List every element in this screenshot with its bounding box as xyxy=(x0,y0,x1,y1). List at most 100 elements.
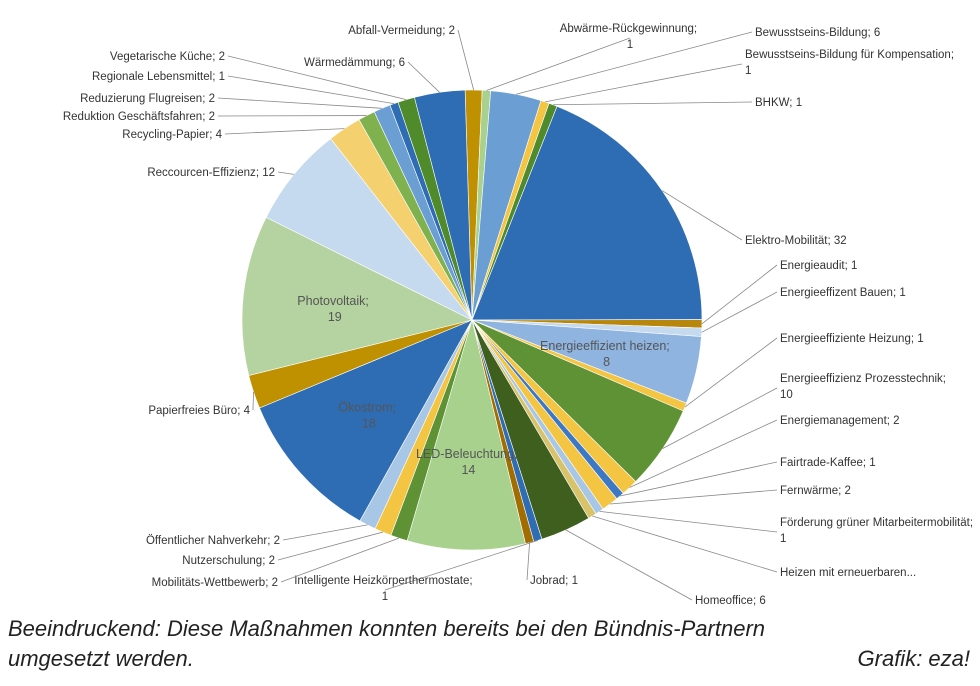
slice-label: Reduzierung Flugreisen; 2 xyxy=(80,93,215,105)
slice-label: Intelligente Heizkörperthermostate; 1 xyxy=(294,575,476,603)
slice-label: Jobrad; 1 xyxy=(530,575,578,587)
slice-label: Förderung grüner Mitarbeitermobilität; 1 xyxy=(780,517,976,545)
slice-name: Wärmedämmung xyxy=(304,57,392,69)
slice-label: Öffentlicher Nahverkehr; 2 xyxy=(146,535,280,547)
leader-line xyxy=(278,532,383,560)
slice-name: Fernwärme xyxy=(780,485,838,497)
caption-line: Beeindruckend: Diese Maßnahmen konnten b… xyxy=(8,616,765,641)
slice-value: 1 xyxy=(851,260,857,272)
slice-name: Fairtrade-Kaffee xyxy=(780,457,863,469)
slice-label: Energieeffizienz Prozesstechnik; 10 xyxy=(780,373,949,401)
leader-line xyxy=(545,64,742,102)
slice-value: 10 xyxy=(780,389,793,401)
slice-value: 2 xyxy=(449,25,455,37)
slice-value: 6 xyxy=(874,27,880,39)
slice-name: Abwärme-Rückgewinnung xyxy=(560,23,694,35)
slice-value: 2 xyxy=(269,555,275,567)
slice-name: Bewusstseins-Bildung xyxy=(755,27,868,39)
slice-name: Reccourcen-Effizienz xyxy=(147,167,256,179)
slice-value: 14 xyxy=(461,463,475,477)
separator: ; xyxy=(970,517,976,529)
slice-value: 2 xyxy=(845,485,851,497)
slice-value: 1 xyxy=(572,575,578,587)
slice-label: Energieeffiziente Heizung; 1 xyxy=(780,333,924,345)
slice-value: 2 xyxy=(209,111,215,123)
leader-line xyxy=(702,292,777,332)
leader-line xyxy=(702,265,777,324)
slice-name: Förderung grüner Mitarbeitermobilität xyxy=(780,517,971,529)
leader-line xyxy=(600,511,777,532)
slice-value: 19 xyxy=(328,310,342,324)
slice-value: 2 xyxy=(272,577,278,589)
slice-name: Energieaudit xyxy=(780,260,845,272)
slice-label: Nutzerschulung; 2 xyxy=(182,555,275,567)
slice-value: 12 xyxy=(262,167,275,179)
slice-name: Energieeffizient heizen xyxy=(540,339,666,353)
slice-label: Energiemanagement; 2 xyxy=(780,415,900,427)
slice-value: 6 xyxy=(399,57,405,69)
separator: ; xyxy=(694,23,700,35)
slice-label: Reduktion Geschäftsfahren; 2 xyxy=(63,111,215,123)
slice-label: Homeoffice; 6 xyxy=(695,595,766,607)
slice-label: Fairtrade-Kaffee; 1 xyxy=(780,457,876,469)
slice-value: 1 xyxy=(869,457,875,469)
slice-name: Heizen mit erneuerbaren... xyxy=(780,567,916,579)
slice-value: 2 xyxy=(219,51,225,63)
slice-name: Reduktion Geschäftsfahren xyxy=(63,111,202,123)
slice-name: Abfall-Vermeidung xyxy=(348,25,442,37)
slice-label: Heizen mit erneuerbaren... xyxy=(780,567,916,579)
pie xyxy=(242,90,702,550)
slice-name: Recycling-Papier xyxy=(122,129,209,141)
slice-value: 1 xyxy=(780,533,786,545)
slice-value: 1 xyxy=(627,39,633,51)
slice-value: 2 xyxy=(274,535,280,547)
separator: ; xyxy=(393,401,400,415)
slice-value: 1 xyxy=(899,287,905,299)
slice-name: Reduzierung Flugreisen xyxy=(80,93,202,105)
separator: ; xyxy=(666,339,673,353)
slice-name: Regionale Lebensmittel xyxy=(92,71,212,83)
slice-value: 4 xyxy=(244,405,251,417)
slice-value: 1 xyxy=(796,97,802,109)
slice-name: Energieeffizent Bauen xyxy=(780,287,893,299)
slice-name: Vegetarische Küche xyxy=(110,51,212,63)
slice-name: Ökostrom xyxy=(338,401,392,415)
slice-label: Fernwärme; 2 xyxy=(780,485,851,497)
slice-label: Vegetarische Küche; 2 xyxy=(110,51,225,63)
slice-name: LED-Beleuchtung xyxy=(416,447,514,461)
slice-value: 2 xyxy=(209,93,215,105)
slice-name: Photovoltaik xyxy=(297,294,366,308)
slice-label: Abfall-Vermeidung; 2 xyxy=(348,25,455,37)
slice-name: Energiemanagement xyxy=(780,415,888,427)
slice-value: 1 xyxy=(219,71,225,83)
slice-label: Recycling-Papier; 4 xyxy=(122,129,222,141)
leader-line xyxy=(225,129,344,134)
slice-name: Papierfreies Büro xyxy=(148,405,237,417)
slice-value: 1 xyxy=(745,65,751,77)
slice-label: BHKW; 1 xyxy=(755,97,802,109)
slice-value: 4 xyxy=(216,129,223,141)
slice-name: Mobilitäts-Wettbewerb xyxy=(152,577,266,589)
slice-name: Elektro-Mobilität xyxy=(745,235,828,247)
slice-value: 8 xyxy=(603,355,610,369)
slice-label: Mobilitäts-Wettbewerb; 2 xyxy=(152,577,278,589)
slice-name: Homeoffice xyxy=(695,595,753,607)
slice-value: 32 xyxy=(834,235,847,247)
leader-line xyxy=(610,490,777,504)
leader-line xyxy=(278,172,294,174)
leader-line xyxy=(553,102,752,105)
leader-line xyxy=(486,38,630,90)
leader-line xyxy=(228,76,394,104)
slice-label: Reccourcen-Effizienz; 12 xyxy=(147,167,275,179)
separator: ; xyxy=(514,447,521,461)
slice-label: Bewusstseins-Bildung für Kompensation; 1 xyxy=(745,49,957,77)
slice-value: 6 xyxy=(759,595,765,607)
slice-value: 1 xyxy=(382,591,388,603)
slice-name: Nutzerschulung xyxy=(182,555,262,567)
slice-label: Papierfreies Büro; 4 xyxy=(148,405,250,417)
slice-value: 1 xyxy=(917,333,923,345)
separator: ; xyxy=(469,575,475,587)
slice-name: Intelligente Heizkörperthermostate xyxy=(294,575,469,587)
leader-line xyxy=(283,525,367,540)
